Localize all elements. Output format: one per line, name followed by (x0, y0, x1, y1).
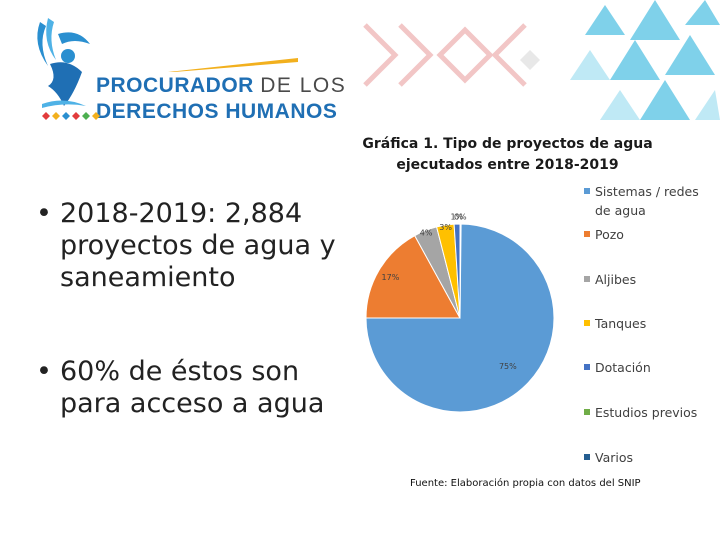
logo-text-thin: DE LOS (260, 74, 347, 97)
bullet-projects-count: • 2018-2019: 2,884 proyectos de agua y s… (36, 198, 336, 294)
bullet-text: 2018-2019: 2,884 proyectos de agua y san… (60, 198, 336, 293)
bullet-text: 60% de éstos son para acceso a agua (60, 356, 325, 419)
legend-swatch (584, 409, 590, 415)
legend-label: Dotación (595, 360, 651, 375)
decorative-textile-pattern (363, 0, 720, 120)
pie-data-label: 17% (382, 273, 400, 282)
pie-data-label: 75% (499, 362, 517, 371)
pie-data-label: 4% (420, 228, 433, 237)
legend-label: Varios (595, 450, 634, 465)
legend-swatch (584, 231, 590, 237)
legend-label: Pozo (595, 227, 624, 242)
logo-text-bold: PROCURADOR (96, 74, 254, 97)
pdh-emblem-icon (37, 18, 90, 108)
logo-text-line2: DERECHOS HUMANOS (96, 100, 338, 123)
legend-label: Estudios previos (595, 405, 698, 420)
pie-chart: 75% 17% 4% 3%1%0% (365, 212, 555, 413)
pdh-logo: PROCURADOR DE LOS DERECHOS HUMANOS (28, 14, 345, 124)
chart-title: Gráfica 1. Tipo de proyectos de agua eje… (362, 136, 653, 173)
pie-data-label: 1% (450, 213, 463, 222)
bullet-dot: • (36, 356, 52, 387)
chart-source: Fuente: Elaboración propia con datos del… (410, 478, 641, 489)
legend-swatch (584, 188, 590, 194)
pie-slice-sistemas-redes-de-agua (365, 223, 555, 413)
legend-label: Sistemas / redes de agua (595, 184, 699, 218)
legend-swatch (584, 454, 590, 460)
legend-label: Aljibes (595, 272, 637, 287)
legend-swatch (584, 364, 590, 370)
pie-data-label: 0% (454, 212, 467, 221)
bullet-dot: • (36, 198, 52, 229)
logo-text-line1: PROCURADOR DE LOS (96, 74, 346, 98)
pie-slice-pozo (365, 234, 461, 319)
logo-stripe-icon (168, 58, 298, 72)
legend-label: Tanques (595, 316, 647, 331)
bullet-water-access: • 60% de éstos son para acceso a agua (36, 356, 336, 420)
pie-data-label: 3% (439, 223, 452, 232)
legend-swatch (584, 320, 590, 326)
logo-pattern-icon (42, 112, 100, 120)
pie-slice-varios (459, 223, 462, 319)
legend-swatch (584, 276, 590, 282)
